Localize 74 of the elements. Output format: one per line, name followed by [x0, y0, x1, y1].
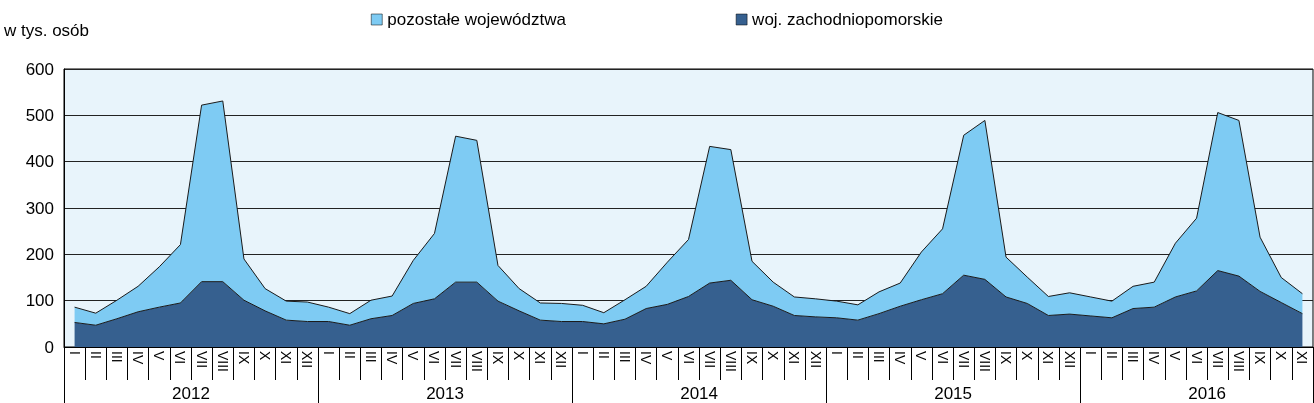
text: 2013: [426, 383, 464, 403]
x-tick-label: I: [320, 351, 337, 355]
x-tick-label: III: [871, 351, 888, 363]
y-tick-label: 300: [25, 198, 54, 218]
y-tick-label: 200: [25, 244, 54, 264]
x-tick-label: XII: [1061, 351, 1078, 369]
x-tick-label: IV: [892, 351, 909, 365]
x-tick-label: XI: [532, 351, 549, 365]
x-tick-label: III: [108, 351, 125, 363]
x-tick-label: V: [1167, 351, 1184, 361]
x-tick-label: VI: [426, 351, 443, 365]
x-tick-label: VII: [701, 351, 718, 369]
text: 2015: [934, 383, 973, 403]
x-tick-label: IX: [998, 351, 1015, 365]
x-tick-label: IV: [384, 351, 401, 365]
legend-label: woj. zachodniopomorskie: [751, 10, 943, 29]
legend-label: pozostałe województwa: [387, 10, 567, 29]
x-tick-label: I: [828, 351, 845, 355]
x-tick-label: VIII: [722, 351, 739, 373]
x-tick-label: VII: [1209, 351, 1226, 369]
text: 2016: [1188, 383, 1227, 403]
x-tick-label: XI: [278, 351, 295, 365]
x-tick-label: I: [574, 351, 591, 355]
x-tick-label: V: [151, 351, 168, 361]
x-tick-label: IV: [130, 351, 147, 365]
text: 2014: [680, 383, 718, 403]
y-tick-label: 600: [25, 59, 54, 79]
x-tick-label: VIII: [1230, 351, 1247, 373]
x-tick-label: II: [87, 351, 104, 359]
x-tick-label: V: [913, 351, 930, 361]
x-tick-label: III: [1125, 351, 1142, 363]
y-axis-title: w tys. osób: [3, 21, 90, 40]
x-tick-label: VI: [172, 351, 189, 365]
x-tick-label: XI: [786, 351, 803, 365]
x-tick-label: III: [616, 351, 633, 363]
x-tick-label: X: [1019, 351, 1036, 361]
x-tick-label: IX: [1252, 351, 1269, 365]
x-tick-label: XI: [1040, 351, 1057, 365]
x-tick-label: IX: [744, 351, 761, 365]
x-tick-label: VIII: [976, 351, 993, 373]
y-tick-label: 0: [44, 337, 54, 357]
x-tick-label: VIII: [214, 351, 231, 373]
x-tick-label: III: [362, 351, 379, 363]
y-tick-label: 400: [25, 152, 54, 172]
x-tick-label: II: [849, 351, 866, 359]
x-tick-label: VII: [193, 351, 210, 369]
x-tick-label: II: [1103, 351, 1120, 359]
x-tick-label: X: [511, 351, 528, 361]
x-tick-label: IV: [638, 351, 655, 365]
x-tick-label: XII: [807, 351, 824, 369]
x-tick-label: VIII: [468, 351, 485, 373]
x-tick-label: XII: [553, 351, 570, 369]
x-tick-label: X: [257, 351, 274, 361]
x-tick-label: VI: [934, 351, 951, 365]
x-tick-label: VI: [680, 351, 697, 365]
x-tick-label: VII: [955, 351, 972, 369]
x-tick-label: IX: [235, 351, 252, 365]
x-tick-label: VI: [1188, 351, 1205, 365]
y-tick-label: 500: [25, 105, 54, 125]
x-tick-label: X: [1273, 351, 1290, 361]
x-tick-label: XI: [1294, 351, 1311, 365]
x-tick-label: I: [66, 351, 83, 355]
x-tick-label: V: [659, 351, 676, 361]
x-tick-label: XII: [299, 351, 316, 369]
text: 2012: [172, 383, 210, 403]
x-tick-label: IV: [1146, 351, 1163, 365]
x-tick-label: II: [341, 351, 358, 359]
y-tick-label: 100: [25, 291, 54, 311]
x-tick-label: V: [405, 351, 422, 361]
x-tick-label: I: [1082, 351, 1099, 355]
x-tick-label: II: [595, 351, 612, 359]
x-tick-label: IX: [489, 351, 506, 365]
x-tick-label: X: [765, 351, 782, 361]
x-tick-label: VII: [447, 351, 464, 369]
